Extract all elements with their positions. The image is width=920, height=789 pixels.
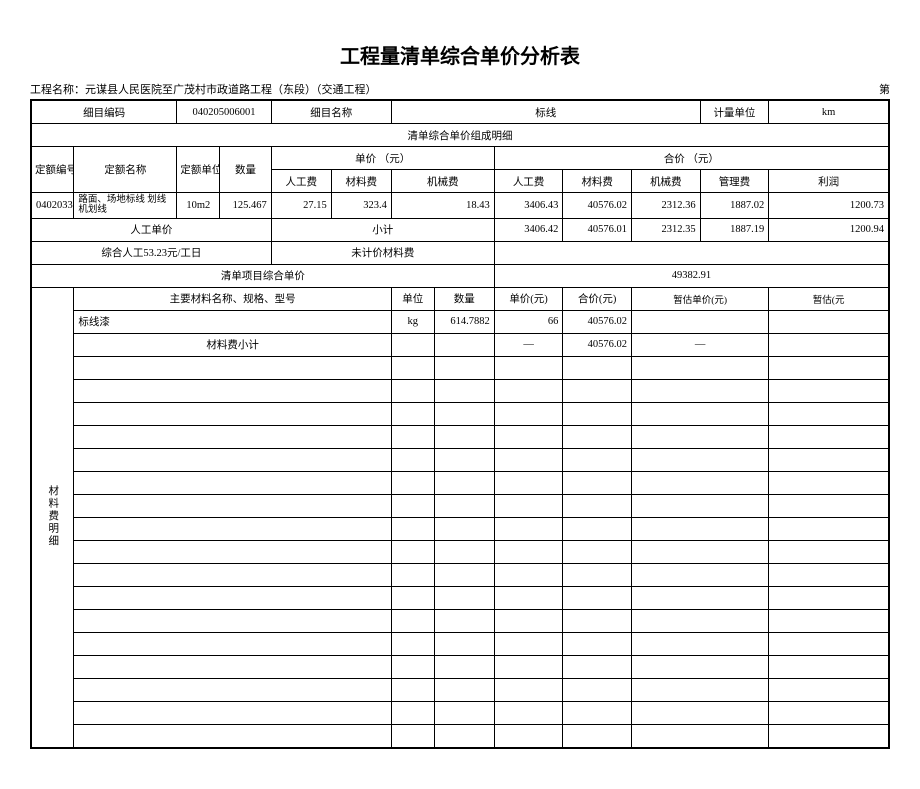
col-quota-no: 定额编号	[31, 147, 74, 193]
mst-up: —	[494, 333, 563, 356]
col-quota-name: 定额名称	[74, 147, 177, 193]
mat-st-label: 材料费小计	[74, 333, 391, 356]
r1-tmc: 2312.36	[632, 193, 701, 219]
col-unit-price: 单价 （元）	[271, 147, 494, 170]
mr-total: 40576.02	[563, 310, 632, 333]
mst-eu: —	[632, 333, 769, 356]
comp-price: 49382.91	[494, 264, 889, 287]
mat-section: 材料费明细	[31, 287, 74, 748]
col-t-manage: 管理费	[700, 170, 769, 193]
col-t-machine: 机械费	[632, 170, 701, 193]
mr-unit: kg	[391, 310, 434, 333]
st-m: 40576.01	[563, 218, 632, 241]
col-qty: 数量	[220, 147, 271, 193]
r1-no: 04020338	[31, 193, 74, 219]
r1-tmg: 1887.02	[700, 193, 769, 219]
np-val	[494, 241, 889, 264]
mc-up: 单价(元)	[494, 287, 563, 310]
unit: km	[769, 100, 889, 124]
col-u-machine: 机械费	[391, 170, 494, 193]
r1-ul: 27.15	[271, 193, 331, 219]
mr-up: 66	[494, 310, 563, 333]
labor-unit-label: 人工单价	[31, 218, 271, 241]
r1-tm: 40576.02	[563, 193, 632, 219]
r1-umc: 18.43	[391, 193, 494, 219]
st-p: 1200.94	[769, 218, 889, 241]
mst-u	[391, 333, 434, 356]
mst-t: 40576.02	[563, 333, 632, 356]
detail-code-label: 细目编码	[31, 100, 177, 124]
subheader: 工程名称：元谋县人民医院至广茂村市政道路工程（东段）（交通工程） 第	[30, 81, 890, 97]
r1-um: 323.4	[331, 193, 391, 219]
col-t-profit: 利润	[769, 170, 889, 193]
detail-name-label: 细目名称	[271, 100, 391, 124]
non-priced: 未计价材料费	[271, 241, 494, 264]
detail-code: 040205006001	[177, 100, 271, 124]
st-mc: 2312.35	[632, 218, 701, 241]
mr-et	[769, 310, 889, 333]
comp-price-label: 清单项目综合单价	[31, 264, 494, 287]
project-name: 工程名称：元谋县人民医院至广茂村市政道路工程（东段）（交通工程）	[30, 81, 377, 97]
page-title: 工程量清单综合单价分析表	[30, 40, 890, 69]
r1-tl: 3406.43	[494, 193, 563, 219]
col-quota-unit: 定额单位	[177, 147, 220, 193]
mc-eu: 暂估单价(元)	[632, 287, 769, 310]
col-u-labor: 人工费	[271, 170, 331, 193]
main-table: 细目编码 040205006001 细目名称 标线 计量单位 km 清单综合单价…	[30, 99, 890, 749]
mc-total: 合价(元)	[563, 287, 632, 310]
col-total-price: 合价 （元）	[494, 147, 889, 170]
mr-name: 标线漆	[74, 310, 391, 333]
mc-qty: 数量	[434, 287, 494, 310]
labor-rate: 综合人工53.23元/工日	[31, 241, 271, 264]
col-t-labor: 人工费	[494, 170, 563, 193]
st-mg: 1887.19	[700, 218, 769, 241]
col-t-material: 材料费	[563, 170, 632, 193]
mst-et	[769, 333, 889, 356]
mst-q	[434, 333, 494, 356]
mr-qty: 614.7882	[434, 310, 494, 333]
unit-label: 计量单位	[700, 100, 769, 124]
detail-name: 标线	[391, 100, 700, 124]
st-l: 3406.42	[494, 218, 563, 241]
mr-eu	[632, 310, 769, 333]
col-u-material: 材料费	[331, 170, 391, 193]
page-num: 第	[879, 81, 890, 97]
r1-tp: 1200.73	[769, 193, 889, 219]
r1-name: 路面、场地标线 划线机划线	[74, 193, 177, 219]
r1-unit: 10m2	[177, 193, 220, 219]
mc-name: 主要材料名称、规格、型号	[74, 287, 391, 310]
mc-unit: 单位	[391, 287, 434, 310]
r1-qty: 125.467	[220, 193, 271, 219]
subtotal-label: 小计	[271, 218, 494, 241]
section-title: 清单综合单价组成明细	[31, 124, 889, 147]
mc-et: 暂估(元	[769, 287, 889, 310]
